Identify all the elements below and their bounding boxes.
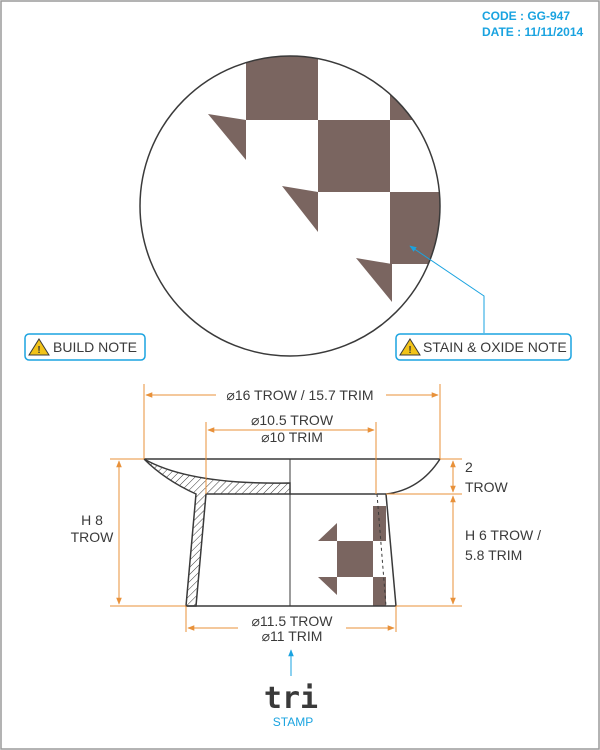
glaze-square bbox=[246, 56, 318, 120]
rim-value-label: 2 bbox=[465, 459, 473, 475]
foot-right-wall bbox=[385, 493, 397, 607]
top-view-circle bbox=[139, 55, 441, 357]
svg-text:!: ! bbox=[408, 345, 411, 356]
build-note-label: BUILD NOTE bbox=[53, 339, 137, 355]
height-label: H 8 bbox=[81, 512, 103, 528]
glaze-triangle bbox=[356, 258, 392, 302]
stain-leader bbox=[409, 245, 485, 333]
inner-trim-label: ⌀10 TRIM bbox=[261, 429, 323, 445]
stamp-label: STAMP bbox=[273, 715, 313, 729]
glaze-triangle bbox=[318, 577, 337, 595]
base-trim-label: ⌀11 TRIM bbox=[262, 628, 323, 644]
height-unit-label: TROW bbox=[71, 529, 115, 545]
build-note[interactable]: ! BUILD NOTE bbox=[24, 333, 146, 361]
glaze-triangle bbox=[318, 523, 337, 541]
glaze-triangle bbox=[390, 88, 420, 120]
glaze-triangle bbox=[282, 186, 318, 232]
top-view bbox=[139, 55, 441, 357]
foot-height-line2: 5.8 TRIM bbox=[465, 547, 522, 563]
stamp-mark: tri bbox=[264, 681, 318, 716]
glaze-square bbox=[390, 192, 440, 264]
date-label: DATE : 11/11/2014 bbox=[482, 25, 584, 39]
glaze-square bbox=[373, 506, 386, 541]
warning-icon: ! bbox=[28, 338, 50, 356]
glaze-triangle bbox=[208, 114, 246, 160]
inner-trow-label: ⌀10.5 TROW bbox=[251, 412, 334, 428]
code-label: CODE : GG-947 bbox=[482, 9, 570, 23]
warning-icon: ! bbox=[399, 338, 421, 356]
glaze-square bbox=[318, 120, 390, 192]
foot-height-line1: H 6 TROW / bbox=[465, 527, 541, 543]
glaze-square bbox=[337, 541, 373, 577]
base-trow-label: ⌀11.5 TROW bbox=[251, 613, 333, 629]
stain-note-label: STAIN & OXIDE NOTE bbox=[423, 339, 567, 355]
svg-text:!: ! bbox=[37, 345, 40, 356]
top-width-label: ⌀16 TROW / 15.7 TRIM bbox=[226, 387, 373, 403]
section-hatch bbox=[143, 458, 291, 607]
side-section-view bbox=[143, 458, 441, 607]
rim-unit-label: TROW bbox=[465, 479, 509, 495]
stain-oxide-note[interactable]: ! STAIN & OXIDE NOTE bbox=[395, 333, 572, 361]
rim-right-curve bbox=[385, 458, 441, 495]
inner-wall-hidden bbox=[376, 493, 387, 607]
